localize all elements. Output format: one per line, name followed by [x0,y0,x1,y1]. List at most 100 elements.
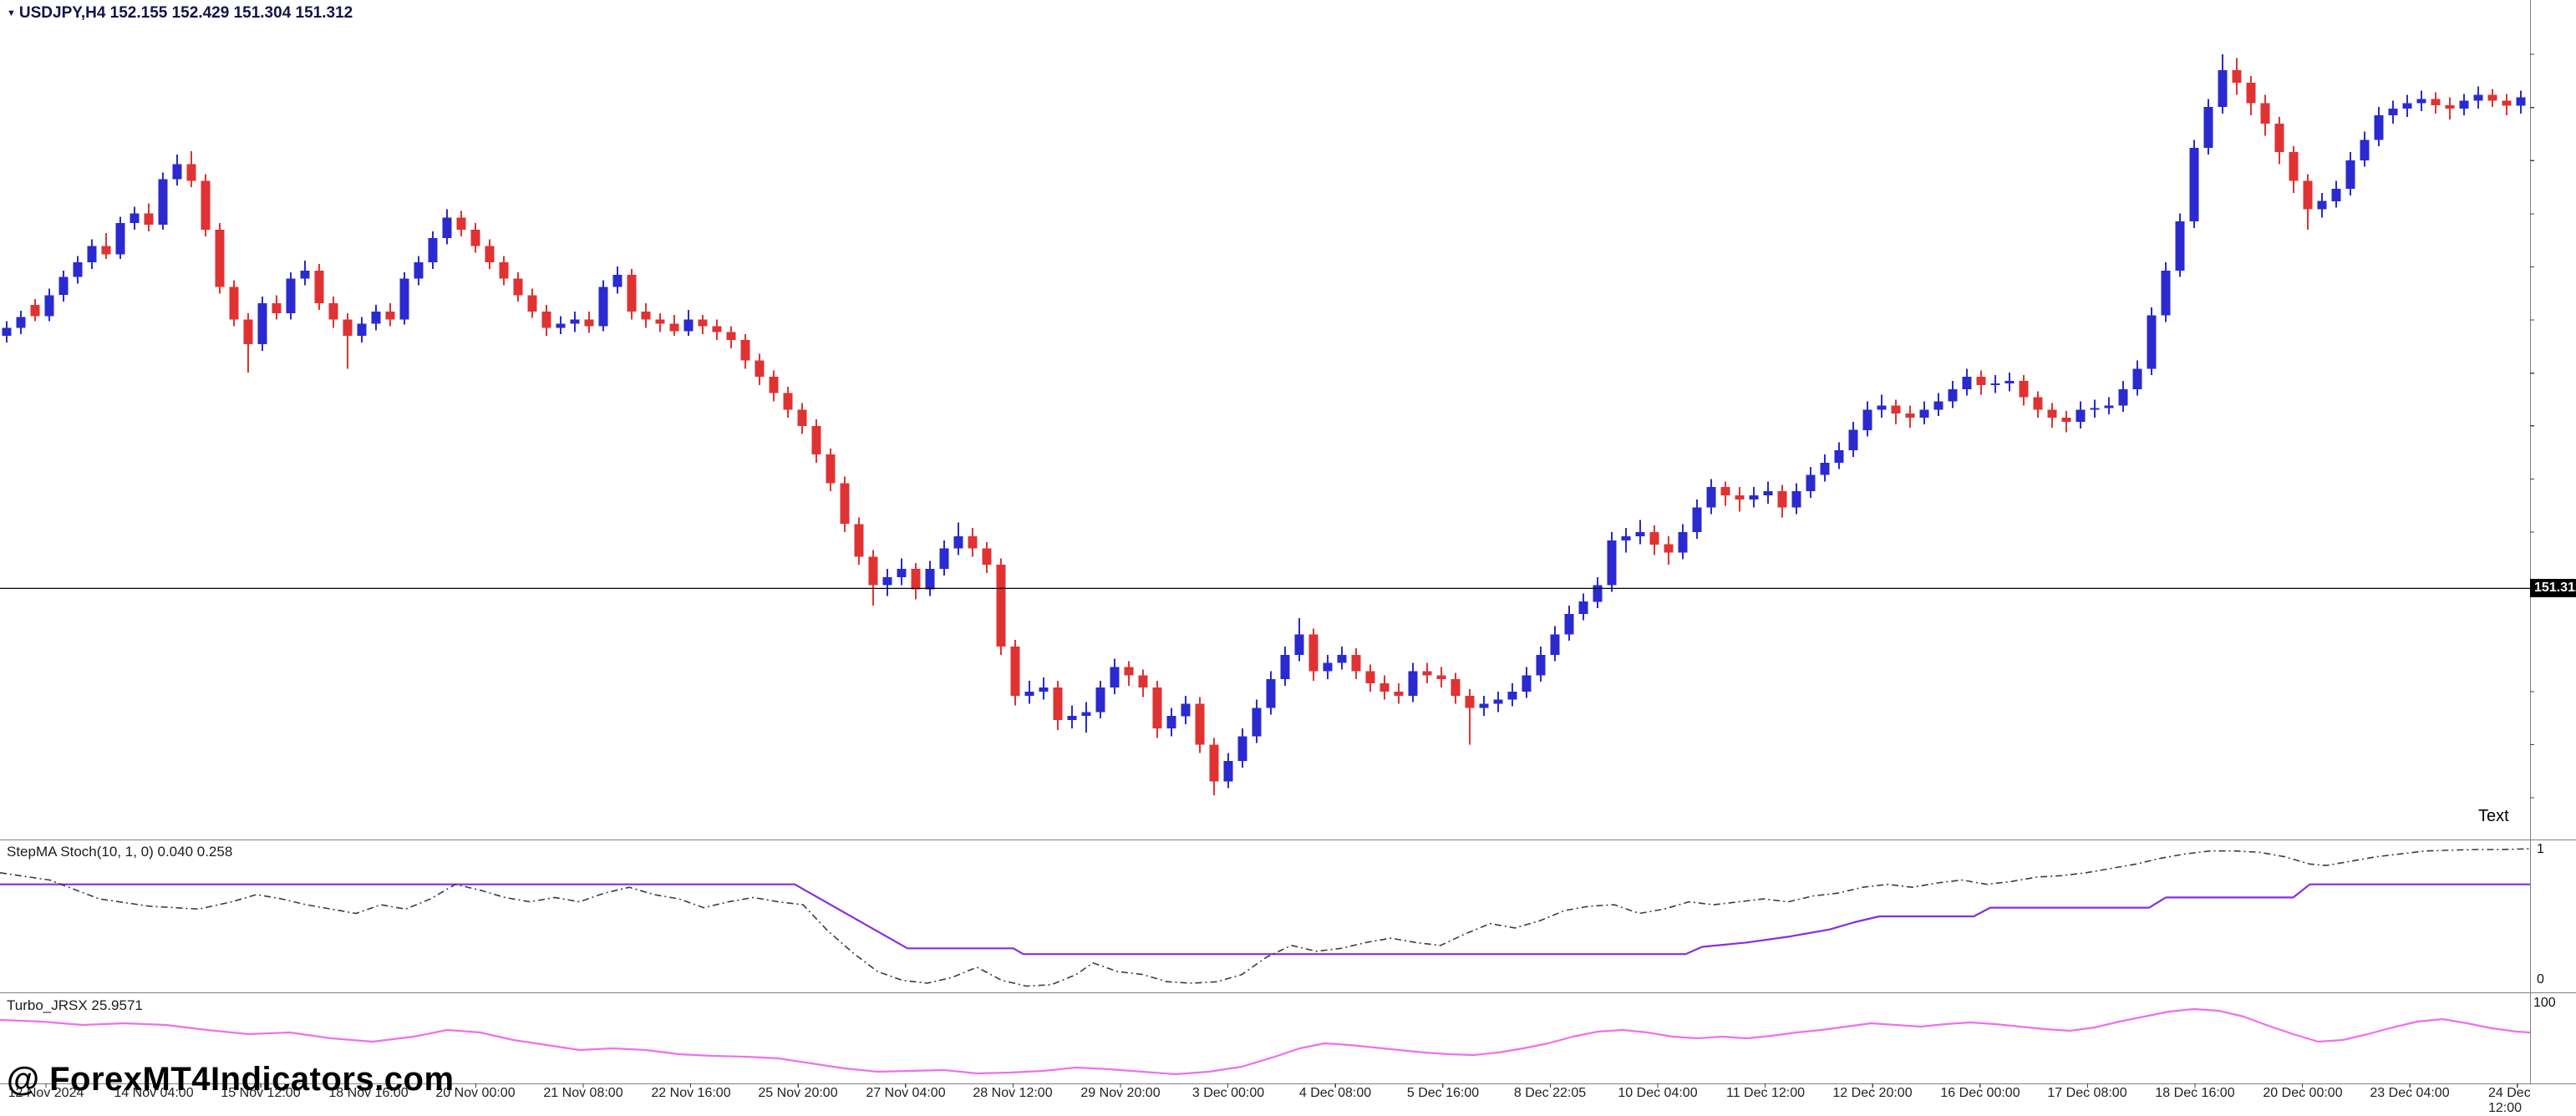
candle-body [1891,405,1901,414]
candle-body [1465,695,1475,708]
candle-body [1266,679,1276,708]
candle-body [1550,634,1560,655]
candle-body [1976,377,1986,385]
candle-body [243,319,253,344]
candle-body [1905,413,1915,418]
stepma-indicator-label: StepMA Stoch(10, 1, 0) 0.040 0.258 [7,844,233,860]
time-axis-label: 17 Dec 08:00 [2047,1086,2127,1100]
candle-body [30,305,40,317]
candle-body [740,340,750,361]
candle-body [2502,100,2512,106]
candle-body [215,230,225,287]
candle-body [1422,671,1432,676]
candle-body [2047,409,2057,418]
time-axis-label: 11 Dec 12:00 [1726,1086,1805,1100]
candle-body [2487,94,2497,101]
candle-body [2317,200,2327,210]
candle-body [584,319,594,327]
time-axis-label: 16 Dec 00:00 [1940,1086,2020,1100]
candle-body [2402,103,2412,109]
candle-body [1138,675,1148,687]
time-axis-label: 20 Nov 00:00 [435,1086,516,1100]
candle-body [2274,123,2284,153]
time-axis-label: 23 Dec 04:00 [2370,1086,2450,1100]
stepma-scale-max: 1 [2537,842,2544,856]
candle-body [683,319,694,332]
candle-body [1195,703,1205,745]
candle-body [87,246,97,263]
time-axis-label: 12 Dec 20:00 [1832,1086,1913,1100]
time-axis-label: 18 Dec 16:00 [2155,1086,2235,1100]
candle-body [1095,687,1105,713]
time-axis-label: 18 Nov 16:00 [328,1086,409,1100]
symbol-ohlc-text: USDJPY,H4 152.155 152.429 151.304 151.31… [18,4,353,22]
candle-body [1209,744,1219,782]
candle-body [655,319,665,324]
time-axis-label: 3 Dec 00:00 [1191,1086,1265,1100]
candle-body [996,565,1006,647]
candle-body [1181,703,1191,717]
candle-body [1777,491,1787,508]
candle-body [2345,160,2355,190]
candle-body [1507,691,1517,700]
candle-body [1564,613,1574,635]
candle-body [300,270,310,279]
candle-body [2416,99,2426,104]
candle-body [1919,409,1929,418]
candle-body [2203,107,2213,149]
candle-body [1010,647,1020,696]
candle-body [1308,634,1318,672]
candle-body [1948,388,1958,402]
candle-body [1408,671,1418,696]
candle-body [2,327,12,337]
chart-text-object[interactable]: Text [2478,807,2509,825]
candle-body [1763,491,1773,495]
candle-body [101,246,111,255]
candle-body [286,278,296,313]
candle-body [1493,699,1503,704]
candle-body [2004,381,2015,383]
candle-body [2232,70,2242,83]
candle-body [527,295,537,312]
candle-body [1990,383,2000,385]
time-axis-label: 15 Nov 12:00 [221,1086,301,1100]
candle-body [1806,474,1816,492]
price-axis[interactable]: 157.845157.195156.545155.895155.245154.5… [2530,0,2576,1083]
current-price-badge: 151.312 [2530,579,2576,597]
candle-body [343,319,353,337]
candle-body [1152,687,1162,728]
candle-body [385,311,395,320]
candle-body [953,535,963,549]
candle-body [1607,540,1617,586]
candle-body [627,274,637,312]
candle-body [2360,140,2370,160]
candle-body [826,454,836,484]
candle-body [2061,418,2071,422]
candle-body [1223,761,1233,782]
candle-body [868,556,878,586]
candle-body [811,425,821,455]
time-axis-label: 28 Nov 12:00 [973,1086,1053,1100]
time-axis[interactable]: 12 Nov 2024 14 Nov 04:00 15 Nov 12:00 18 No… [0,1086,2576,1115]
time-axis-label: 10 Dec 04:00 [1618,1086,1698,1100]
candle-body [470,230,480,246]
turbo-scale-max: 100 [2533,996,2556,1010]
candle-body [2246,82,2256,104]
candle-body [1110,667,1120,687]
panel-dividers [0,0,2576,1088]
candle-body [1024,691,1034,696]
candle-body [2331,189,2341,201]
candle-body [925,569,935,590]
candle-body [371,311,381,324]
candle-body [428,237,438,263]
candle-body [1365,671,1375,684]
time-axis-label: 14 Nov 04:00 [114,1086,194,1100]
candle-body [1820,462,1830,475]
candle-body [939,548,949,570]
turbo-jrsx-indicator-label: Turbo_JRSX 25.9571 [7,997,143,1013]
candle-body [130,213,140,224]
candle-body [186,164,196,181]
candle-body [1848,429,1858,451]
candle-body [328,303,338,320]
